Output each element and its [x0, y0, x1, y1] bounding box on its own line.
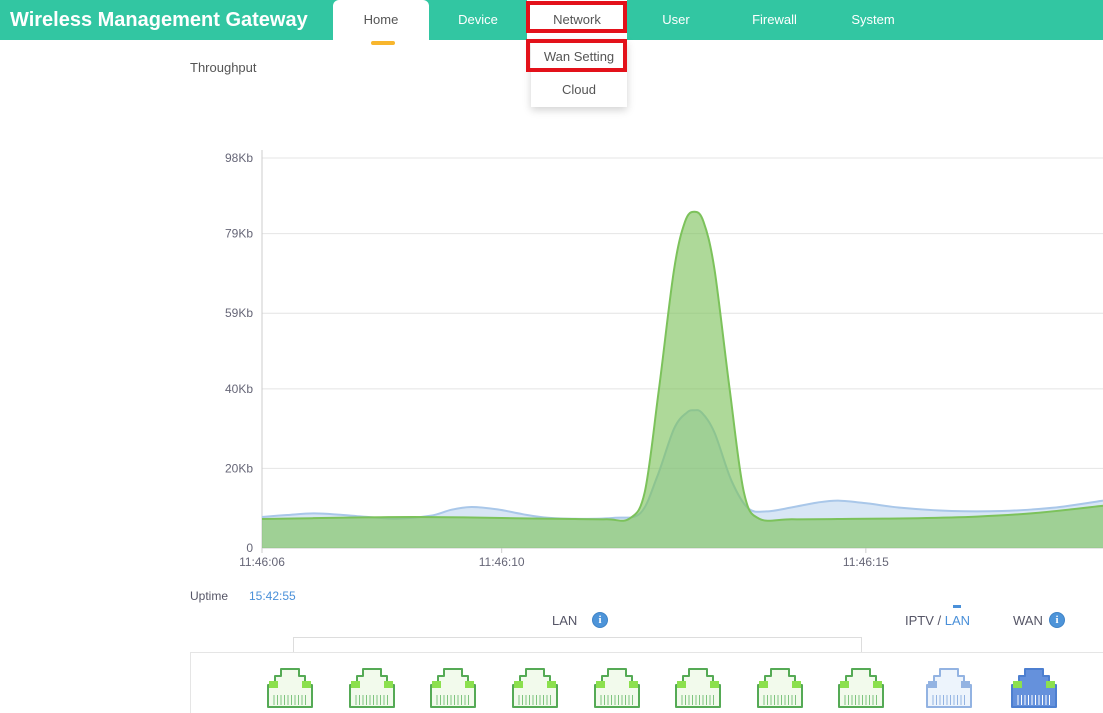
svg-text:98Kb: 98Kb	[225, 151, 253, 165]
svg-text:20Kb: 20Kb	[225, 461, 253, 475]
svg-text:79Kb: 79Kb	[225, 227, 253, 241]
iptv-lan-group-label: IPTV / LAN	[905, 613, 971, 628]
tab-user[interactable]: User	[662, 12, 690, 27]
port-lan-1-icon	[264, 666, 316, 708]
tab-firewall[interactable]: Firewall	[752, 12, 797, 27]
lan-ports-bracket	[293, 637, 862, 653]
svg-text:0: 0	[246, 541, 253, 555]
svg-text:11:46:10: 11:46:10	[479, 555, 525, 569]
svg-text:11:46:15: 11:46:15	[843, 555, 889, 569]
port-wan-10-icon	[1008, 666, 1060, 708]
menu-item-wan-setting[interactable]: Wan Setting	[543, 49, 615, 64]
port-lan-3-icon	[427, 666, 479, 708]
svg-text:11:46:06: 11:46:06	[239, 555, 285, 569]
tab-system[interactable]: System	[851, 12, 895, 27]
throughput-chart: 98Kb 79Kb 59Kb 40Kb 20Kb 011:46:06 11:46:10 11:…	[225, 150, 1103, 569]
svg-text:59Kb: 59Kb	[225, 306, 253, 320]
uptime-value: 15:42:55	[249, 589, 296, 603]
uptime-label: Uptime	[190, 589, 229, 603]
port-lan-8-icon	[835, 666, 887, 708]
tab-network[interactable]: Network	[527, 0, 627, 40]
port-lan-6-icon	[672, 666, 724, 708]
iptv-lan-highlight-dash	[953, 605, 961, 608]
lan-group-label: LAN	[552, 613, 578, 628]
tab-home[interactable]: Home	[333, 0, 429, 40]
wan-group-label: WAN	[1013, 613, 1043, 628]
app-title: Wireless Management Gateway	[10, 9, 308, 31]
port-iptv-lan-9-icon	[923, 666, 975, 708]
menu-item-cloud[interactable]: Cloud	[562, 82, 596, 97]
network-dropdown-menu: Wan Setting Cloud	[531, 40, 627, 107]
chart-title: Throughput	[190, 60, 257, 75]
tab-device[interactable]: Device	[458, 12, 498, 27]
active-tab-underline	[371, 41, 395, 45]
port-lan-7-icon	[754, 666, 806, 708]
port-lan-4-icon	[509, 666, 561, 708]
lan-info-icon[interactable]: i	[592, 612, 608, 628]
port-lan-5-icon	[591, 666, 643, 708]
wan-info-icon[interactable]: i	[1049, 612, 1065, 628]
svg-text:40Kb: 40Kb	[225, 382, 253, 396]
port-lan-2-icon	[346, 666, 398, 708]
